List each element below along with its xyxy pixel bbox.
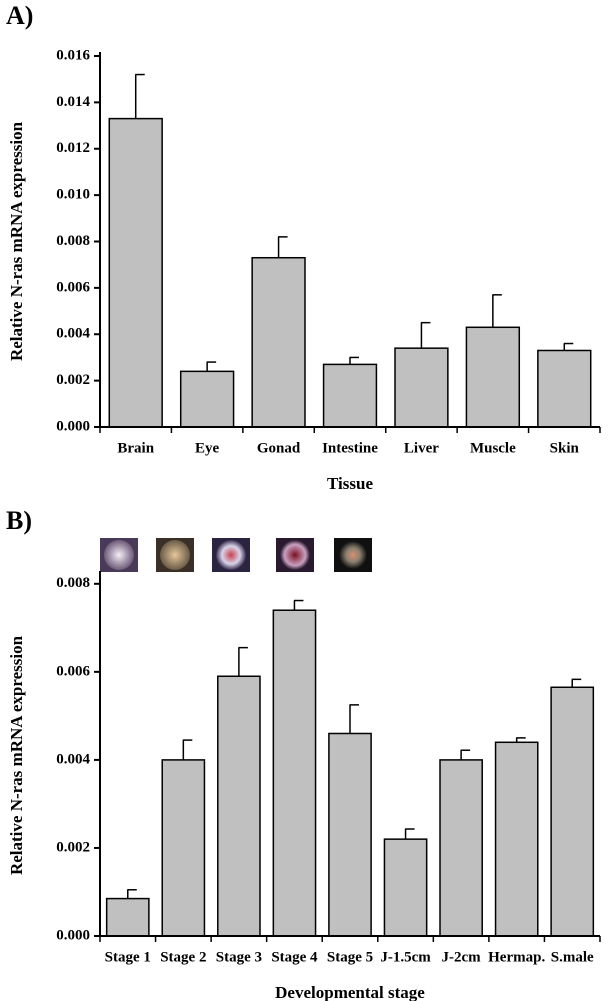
- x-tick-label: Stage 2: [160, 949, 206, 965]
- y-tick-label: 0.006: [56, 663, 90, 679]
- error-bar: [350, 705, 360, 734]
- x-tick-label: J-1.5cm: [380, 949, 431, 965]
- x-axis-label: Developmental stage: [275, 983, 425, 1001]
- x-axis-label: Tissue: [327, 474, 373, 493]
- y-tick-label: 0.016: [56, 47, 90, 63]
- bar: [324, 364, 377, 427]
- thumbnail-embryo: [104, 540, 134, 570]
- error-bar: [492, 295, 502, 327]
- y-axis-label: Relative N-ras mRNA expression: [7, 635, 26, 875]
- bar: [496, 742, 538, 936]
- error-bar: [564, 344, 574, 351]
- x-tick-label: Intestine: [322, 440, 378, 456]
- y-axis-label: Relative N-ras mRNA expression: [7, 121, 26, 361]
- x-tick-label: Hermap.: [488, 949, 545, 965]
- error-bar: [183, 740, 193, 760]
- x-tick-label: Liver: [404, 440, 439, 456]
- y-tick-label: 0.002: [56, 839, 90, 855]
- error-bar: [421, 323, 431, 349]
- y-tick-label: 0.012: [56, 140, 90, 156]
- x-tick-label: Muscle: [470, 440, 516, 456]
- bar: [107, 899, 149, 936]
- x-tick-label: Stage 1: [105, 949, 151, 965]
- thumbnail-embryo: [216, 540, 246, 570]
- y-tick-label: 0.006: [56, 279, 90, 295]
- bar: [162, 760, 204, 936]
- bar: [218, 676, 260, 936]
- y-tick-label: 0.000: [56, 927, 90, 943]
- x-tick-label: J-2cm: [442, 949, 482, 965]
- error-bar: [238, 648, 248, 677]
- x-tick-label: S.male: [551, 949, 594, 965]
- error-bar: [461, 750, 471, 760]
- bar: [109, 119, 162, 427]
- error-bar: [294, 601, 304, 611]
- bar: [538, 350, 591, 427]
- y-tick-label: 0.010: [56, 187, 90, 203]
- y-tick-label: 0.004: [56, 326, 90, 342]
- panel-label: A): [6, 1, 33, 30]
- bar: [395, 348, 448, 427]
- x-tick-label: Stage 5: [327, 949, 373, 965]
- panel-label: B): [6, 506, 32, 535]
- y-tick-label: 0.004: [56, 751, 90, 767]
- y-tick-label: 0.000: [56, 418, 90, 434]
- bar: [273, 610, 315, 936]
- bar: [466, 327, 519, 427]
- y-tick-label: 0.008: [56, 233, 90, 249]
- y-tick-label: 0.014: [56, 94, 90, 110]
- thumbnail-embryo: [160, 540, 190, 570]
- page: A) Relative N-ras mRNA expression Tissue 0.…: [0, 0, 612, 1001]
- bar: [440, 760, 482, 936]
- thumbnail-larva: [339, 541, 367, 569]
- error-bar: [135, 75, 145, 119]
- y-tick-label: 0.008: [56, 575, 90, 591]
- bar: [551, 687, 593, 936]
- y-tick-label: 0.002: [56, 372, 90, 388]
- figure: A) Relative N-ras mRNA expression Tissue 0.…: [0, 0, 612, 1001]
- error-bar: [405, 829, 415, 839]
- error-bar: [278, 237, 288, 258]
- bar: [181, 371, 234, 427]
- x-tick-label: Stage 3: [216, 949, 262, 965]
- x-tick-label: Stage 4: [271, 949, 318, 965]
- error-bar: [350, 357, 360, 364]
- stage-thumbnails: [100, 538, 372, 572]
- error-bar: [207, 362, 217, 371]
- x-tick-label: Eye: [195, 440, 220, 456]
- error-bar: [127, 890, 136, 899]
- bar: [384, 839, 426, 936]
- x-tick-label: Gonad: [257, 440, 301, 456]
- x-tick-label: Brain: [117, 440, 154, 456]
- error-bar: [572, 679, 582, 687]
- bar: [252, 258, 305, 427]
- bar: [329, 733, 371, 936]
- x-tick-label: Skin: [550, 440, 580, 456]
- thumbnail-embryo: [280, 540, 310, 570]
